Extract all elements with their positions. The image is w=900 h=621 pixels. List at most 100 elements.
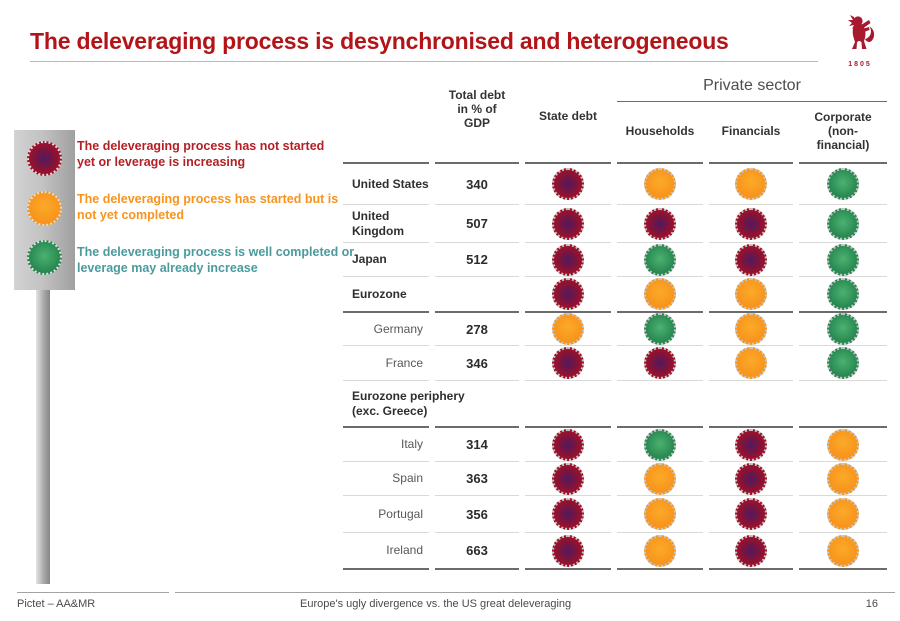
page-title: The deleveraging process is desynchronis… <box>30 28 729 54</box>
state-status-cell <box>525 532 611 568</box>
households-status-cell <box>617 345 703 380</box>
orange-status-dot <box>735 313 767 345</box>
country-label: United Kingdom <box>343 204 429 242</box>
table-row: Spain 363 <box>343 461 887 495</box>
country-label: France <box>343 345 429 380</box>
col-header-state-debt: State debt <box>538 109 597 123</box>
table-row: United Kingdom 507 <box>343 204 887 242</box>
legend-item-red: The deleveraging process has not started… <box>77 139 325 169</box>
footer-source: Pictet – AA&MR <box>17 598 96 610</box>
traffic-light-box <box>14 130 75 290</box>
corporate-status-cell <box>799 276 887 311</box>
households-status-cell <box>617 426 703 461</box>
financials-status-cell <box>709 345 793 380</box>
total-debt-value: 346 <box>435 345 519 380</box>
state-status-cell <box>525 345 611 380</box>
table-row: Eurozone <box>343 276 887 311</box>
total-debt-value: 507 <box>435 204 519 242</box>
financials-status-cell <box>709 242 793 276</box>
red-light-icon <box>27 141 62 176</box>
red-status-dot <box>644 207 676 240</box>
lion-rampant-icon <box>848 15 875 49</box>
table-body: United States 340 United Kingdom 507 Japan 51… <box>343 162 887 570</box>
orange-status-dot <box>827 534 859 567</box>
table-row: France 346 <box>343 345 887 380</box>
footer-divider-right <box>175 592 895 593</box>
red-status-dot <box>735 243 767 276</box>
green-status-dot <box>827 278 859 310</box>
rule-segment <box>799 568 887 570</box>
state-status-cell <box>525 242 611 276</box>
orange-status-dot <box>735 347 767 379</box>
rule-segment <box>617 568 703 570</box>
green-status-dot <box>827 168 859 200</box>
col-header-corporate: Corporate (non-financial) <box>814 110 872 152</box>
corporate-status-cell <box>799 311 887 345</box>
green-status-dot <box>644 313 676 345</box>
table-row: Germany 278 <box>343 311 887 345</box>
red-status-dot <box>552 498 584 530</box>
total-debt-value: 356 <box>435 495 519 532</box>
orange-status-dot <box>644 498 676 530</box>
households-status-cell <box>617 242 703 276</box>
red-status-dot <box>735 207 767 240</box>
orange-status-dot <box>735 168 767 200</box>
green-status-dot <box>827 347 859 379</box>
state-status-cell <box>525 311 611 345</box>
total-debt-value: 340 <box>435 162 519 204</box>
red-status-dot <box>735 462 767 495</box>
col-header-households: Households <box>625 124 695 138</box>
legend-item-orange: The deleveraging process has started but… <box>77 192 339 222</box>
orange-status-dot <box>644 168 676 200</box>
red-status-dot <box>735 428 767 461</box>
red-status-dot <box>552 168 584 200</box>
households-status-cell <box>617 276 703 311</box>
country-label: Japan <box>343 242 429 276</box>
total-debt-value <box>435 380 519 426</box>
financials-status-cell <box>709 162 793 204</box>
total-debt-value: 512 <box>435 242 519 276</box>
corporate-status-cell <box>799 204 887 242</box>
households-status-cell <box>617 311 703 345</box>
country-label: Portugal <box>343 495 429 532</box>
col-header-financials: Financials <box>721 124 781 138</box>
table-row: Portugal 356 <box>343 495 887 532</box>
table-row: Italy 314 <box>343 426 887 461</box>
red-status-dot <box>552 207 584 240</box>
orange-status-dot <box>735 278 767 310</box>
green-status-dot <box>644 243 676 276</box>
orange-status-dot <box>827 462 859 495</box>
rule-segment <box>343 568 429 570</box>
financials-status-cell <box>709 380 793 426</box>
corporate-status-cell <box>799 461 887 495</box>
red-status-dot <box>644 347 676 379</box>
green-light-icon <box>27 240 62 275</box>
state-status-cell <box>525 426 611 461</box>
footer-caption: Europe's ugly divergence vs. the US grea… <box>300 598 572 610</box>
red-status-dot <box>735 498 767 530</box>
pictet-logo: 1805 <box>836 13 884 68</box>
country-label: United States <box>343 162 429 204</box>
state-status-cell <box>525 380 611 426</box>
country-label: Eurozone <box>343 276 429 311</box>
state-status-cell <box>525 276 611 311</box>
orange-status-dot <box>644 534 676 567</box>
red-status-dot <box>552 278 584 310</box>
green-status-dot <box>827 243 859 276</box>
title-divider <box>30 61 818 62</box>
financials-status-cell <box>709 204 793 242</box>
col-header-total-debt: Total debt in % of GDP <box>448 88 506 130</box>
state-status-cell <box>525 162 611 204</box>
page-number: 16 <box>865 598 878 610</box>
households-status-cell <box>617 204 703 242</box>
red-status-dot <box>552 428 584 461</box>
financials-status-cell <box>709 426 793 461</box>
logo-year: 1805 <box>848 61 872 68</box>
orange-status-dot <box>827 428 859 461</box>
households-status-cell <box>617 461 703 495</box>
country-label: Germany <box>343 311 429 345</box>
households-status-cell <box>617 380 703 426</box>
corporate-status-cell <box>799 345 887 380</box>
green-status-dot <box>827 207 859 240</box>
corporate-status-cell <box>799 242 887 276</box>
